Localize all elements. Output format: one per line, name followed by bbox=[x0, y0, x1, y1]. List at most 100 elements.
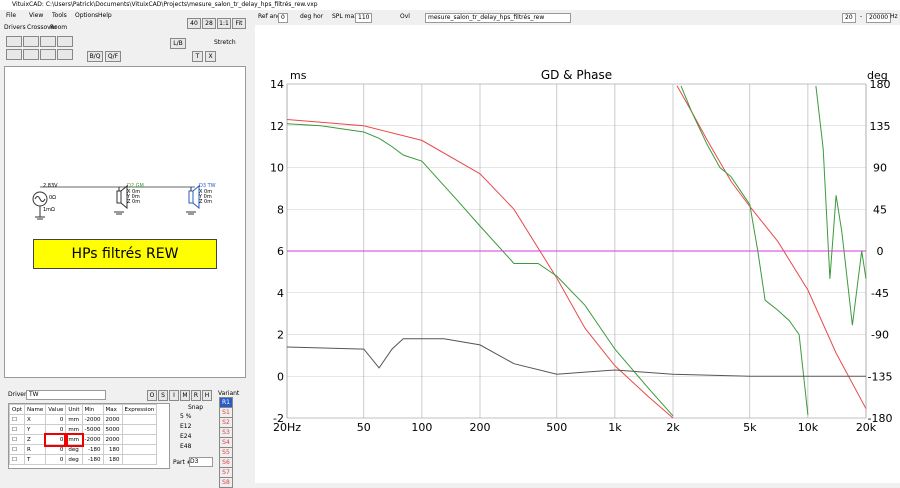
toolbar-field: deg hor bbox=[300, 13, 324, 20]
menu-item[interactable]: View bbox=[29, 12, 44, 19]
column-header: Unit bbox=[65, 404, 83, 415]
tab[interactable]: Crossover bbox=[27, 24, 57, 31]
y2-tick-label: 0 bbox=[877, 245, 884, 258]
panel-button[interactable]: O bbox=[147, 390, 157, 401]
tool-button[interactable]: X bbox=[205, 51, 216, 62]
tool-icon[interactable] bbox=[57, 36, 73, 47]
snap-option[interactable]: 5 % bbox=[180, 413, 192, 420]
expression-cell[interactable] bbox=[121, 454, 158, 465]
panel-button[interactable]: R bbox=[191, 390, 201, 401]
expression-cell[interactable] bbox=[121, 424, 158, 435]
cell: 180 bbox=[102, 444, 123, 455]
toolbar-field[interactable]: 20000 bbox=[866, 13, 892, 23]
menu-bar: File View Tools Options Help bbox=[0, 11, 250, 20]
tool-button[interactable]: T bbox=[192, 51, 203, 62]
toolbar-field[interactable]: 20 bbox=[842, 13, 856, 23]
toolbar-field: Ref angle bbox=[258, 13, 287, 20]
tool-icon[interactable] bbox=[23, 49, 39, 60]
toolbar-field: Hz bbox=[890, 13, 898, 20]
expression-cell[interactable] bbox=[121, 434, 158, 445]
cell: 180 bbox=[102, 454, 123, 465]
expression-cell[interactable] bbox=[121, 444, 158, 455]
window-title: VituixCAD: C:\Users\Patrick\Documents\Vi… bbox=[12, 1, 318, 8]
y2-tick-label: 135 bbox=[870, 120, 891, 133]
toolbar-field[interactable]: mesure_salon_tr_delay_hps_filtrés_rew bbox=[425, 13, 571, 23]
schematic-canvas: 2.83V 0Ω 1mΩ D2 GM X 0m Y 0m Z 0m D3 TW X 0m Y… bbox=[4, 66, 246, 378]
tab[interactable]: Room bbox=[50, 24, 68, 31]
driver-name: D2 GM bbox=[127, 183, 144, 189]
cell: 0 bbox=[45, 454, 67, 465]
banner: HPs filtrés REW bbox=[33, 239, 217, 269]
panel-button[interactable]: I bbox=[169, 390, 179, 401]
panel-button[interactable]: S bbox=[158, 390, 168, 401]
opt-checkbox[interactable]: ☐ bbox=[9, 454, 25, 465]
tool-icon[interactable] bbox=[23, 36, 39, 47]
menu-item[interactable]: Tools bbox=[52, 12, 67, 19]
y2-tick-label: 45 bbox=[873, 203, 887, 216]
zoom-button[interactable]: 1:1 bbox=[217, 18, 231, 29]
column-header: Value bbox=[45, 404, 67, 415]
cell: deg bbox=[65, 444, 83, 455]
tool-button[interactable]: B/Q bbox=[87, 51, 103, 62]
cell: T bbox=[23, 454, 47, 465]
tool-icon[interactable] bbox=[57, 49, 73, 60]
menu-item[interactable]: Options bbox=[75, 12, 99, 19]
series-line bbox=[286, 119, 674, 419]
tool-button[interactable]: L/B bbox=[170, 38, 186, 49]
cell: 5000 bbox=[102, 424, 123, 435]
source-voltage: 2.83V bbox=[43, 183, 58, 189]
zoom-button[interactable]: Fit bbox=[232, 18, 246, 29]
tab[interactable]: Drivers bbox=[4, 24, 26, 31]
y2-tick-label: 90 bbox=[873, 162, 887, 175]
x-tick-label: 200 bbox=[470, 421, 491, 434]
y2-tick-label: -135 bbox=[868, 370, 893, 383]
driver-select[interactable]: TW bbox=[26, 390, 106, 400]
y-tick-label: 0 bbox=[277, 370, 284, 383]
series-line bbox=[286, 123, 674, 417]
y2-tick-label: -90 bbox=[871, 329, 889, 342]
toolbar-field[interactable]: 0 bbox=[278, 13, 288, 23]
chart-title: GD & Phase bbox=[541, 68, 612, 82]
cell: 0 bbox=[43, 432, 68, 447]
x-tick-label: 2k bbox=[666, 421, 680, 434]
driver-position: X 0m bbox=[127, 189, 141, 195]
snap-option[interactable]: E12 bbox=[180, 423, 192, 430]
cell: -180 bbox=[81, 444, 104, 455]
cell: -2000 bbox=[81, 434, 104, 445]
opt-checkbox[interactable]: ☐ bbox=[9, 424, 25, 435]
stretch-label[interactable]: Stretch bbox=[214, 39, 236, 46]
zoom-button[interactable]: 28 bbox=[202, 18, 216, 29]
opt-checkbox[interactable]: ☐ bbox=[9, 444, 25, 455]
tool-button[interactable]: Q/F bbox=[105, 51, 121, 62]
tool-icon[interactable] bbox=[6, 49, 22, 60]
part-field[interactable]: D3 bbox=[189, 457, 213, 467]
x-tick-label: 20k bbox=[856, 421, 877, 434]
schematic bbox=[32, 184, 200, 220]
panel-button[interactable]: M bbox=[180, 390, 190, 401]
toolbar-field[interactable]: 110 bbox=[355, 13, 373, 23]
toolbar-field: SPL max bbox=[332, 13, 358, 20]
snap-option[interactable]: E48 bbox=[180, 443, 192, 450]
opt-checkbox[interactable]: ☐ bbox=[9, 414, 25, 425]
tool-icon[interactable] bbox=[40, 49, 56, 60]
x-tick-label: 5k bbox=[743, 421, 757, 434]
tool-icon[interactable] bbox=[40, 36, 56, 47]
driver-position: Z 0m bbox=[199, 199, 213, 205]
panel-button[interactable]: H bbox=[202, 390, 212, 401]
snap-label: Snap bbox=[188, 404, 204, 411]
source-impedance: 0Ω bbox=[49, 195, 57, 201]
x-tick-label: 50 bbox=[357, 421, 371, 434]
y-tick-label: -2 bbox=[273, 412, 284, 425]
snap-option[interactable]: E24 bbox=[180, 433, 192, 440]
y2-axis-label: deg bbox=[867, 69, 888, 82]
expression-cell[interactable] bbox=[121, 414, 158, 425]
cell: 0 bbox=[45, 414, 67, 425]
opt-checkbox[interactable]: ☐ bbox=[9, 434, 25, 445]
y2-tick-label: 180 bbox=[870, 78, 891, 91]
tool-icon[interactable] bbox=[6, 36, 22, 47]
y-axis-label: ms bbox=[290, 69, 307, 82]
zoom-button[interactable]: 40 bbox=[187, 18, 201, 29]
cell: 0 bbox=[45, 424, 67, 435]
menu-item[interactable]: File bbox=[6, 12, 17, 19]
menu-item[interactable]: Help bbox=[98, 12, 112, 19]
